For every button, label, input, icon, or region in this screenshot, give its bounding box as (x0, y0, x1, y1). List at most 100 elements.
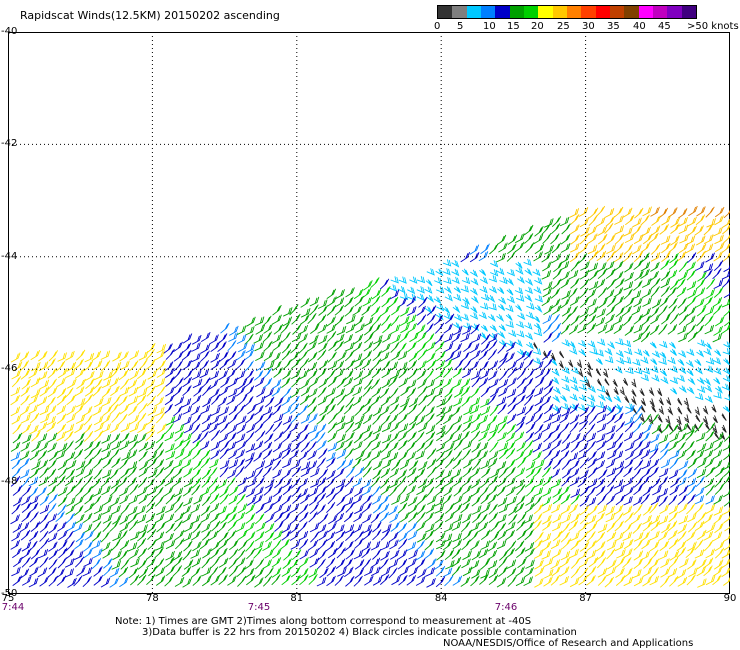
wind-barb (238, 485, 248, 496)
wind-barb (660, 286, 670, 297)
wind-barb (208, 477, 219, 489)
wind-barb (641, 413, 652, 425)
wind-barb (380, 540, 391, 551)
wind-barb (235, 522, 246, 533)
wind-barb (435, 576, 446, 588)
wind-barb (416, 293, 425, 302)
wind-barb (316, 524, 327, 534)
wind-barb (425, 406, 435, 417)
wind-barb (642, 233, 653, 245)
wind-barb (46, 468, 57, 480)
wind-barb (705, 495, 715, 505)
wind-barb (507, 234, 518, 245)
wind-barb (686, 574, 696, 586)
wind-barb (354, 359, 364, 370)
wind-barb (319, 405, 329, 416)
wind-barb (551, 478, 561, 489)
wind-barb (542, 441, 552, 452)
wind-barb (335, 422, 346, 432)
wind-barb (247, 403, 257, 415)
wind-barb (318, 468, 329, 480)
wind-barb (496, 577, 507, 588)
wind-barb (326, 566, 337, 577)
wind-barb (337, 351, 347, 362)
wind-barb (579, 278, 590, 290)
wind-barb (406, 451, 417, 462)
wind-barb (723, 234, 730, 244)
wind-barb (272, 314, 282, 325)
wind-barb (470, 478, 481, 489)
wind-barb (29, 511, 39, 523)
wind-barb (471, 376, 481, 388)
wind-barb (496, 485, 507, 497)
wind-barb (31, 361, 41, 372)
wind-barb (632, 244, 642, 255)
wind-barb (336, 495, 346, 507)
wind-barb (614, 531, 624, 542)
wind-barb (200, 404, 211, 415)
wind-barb (119, 378, 130, 390)
wind-barb (290, 387, 300, 398)
wind-barb (370, 395, 381, 406)
wind-barb (335, 388, 345, 399)
wind-barb (48, 476, 58, 487)
wind-barb (632, 217, 642, 228)
wind-barb (379, 278, 390, 290)
wind-barb (479, 369, 490, 380)
wind-barb (595, 368, 601, 377)
wind-barb (245, 431, 255, 443)
wind-barb (712, 449, 723, 460)
wind-barb (326, 288, 337, 299)
wind-barb (218, 432, 229, 443)
wind-barb (310, 323, 320, 334)
wind-barb (291, 313, 301, 325)
wind-barb (452, 539, 463, 550)
wind-barb (262, 466, 272, 478)
wind-barb (202, 397, 212, 408)
wind-barb (400, 397, 410, 408)
wind-barb (435, 469, 445, 480)
wind-barb (524, 358, 534, 370)
wind-barb (39, 522, 50, 533)
wind-barb (597, 226, 607, 236)
wind-barb (569, 403, 580, 414)
wind-barb (641, 367, 651, 375)
wind-barb (586, 549, 597, 560)
wind-barb (541, 252, 552, 263)
wind-barb (75, 397, 86, 408)
wind-barb (381, 342, 391, 353)
wind-barb (640, 449, 651, 460)
wind-barb (326, 457, 336, 469)
wind-barb (199, 368, 210, 379)
wind-barb (571, 432, 581, 444)
wind-barb (579, 496, 590, 507)
wind-barb (74, 404, 84, 415)
wind-barb (165, 367, 175, 378)
wind-barb (677, 576, 688, 587)
wind-barb (174, 512, 185, 523)
latitude-label: -40 (1, 26, 18, 37)
wind-barb (406, 306, 417, 316)
wind-barb (724, 525, 730, 532)
wind-barb (209, 334, 219, 345)
wind-barb (282, 442, 292, 453)
wind-barb (57, 460, 68, 471)
wind-barb (696, 250, 706, 262)
wind-barb (615, 421, 625, 433)
wind-barb (560, 557, 571, 568)
wind-barb (391, 495, 401, 505)
wind-barb (470, 430, 481, 442)
wind-barb (569, 208, 580, 218)
wind-barb (244, 457, 254, 469)
wind-barb (246, 495, 257, 506)
wind-barb (416, 532, 427, 543)
wind-barb (560, 395, 568, 402)
wind-barb (400, 306, 410, 317)
wind-barb (138, 524, 148, 534)
wind-barb (480, 558, 491, 570)
wind-barb (426, 495, 437, 505)
colorbar-tick-label: >50 knots (687, 21, 739, 32)
wind-barb (489, 404, 499, 417)
wind-barb (524, 439, 534, 451)
wind-barb (237, 378, 248, 390)
